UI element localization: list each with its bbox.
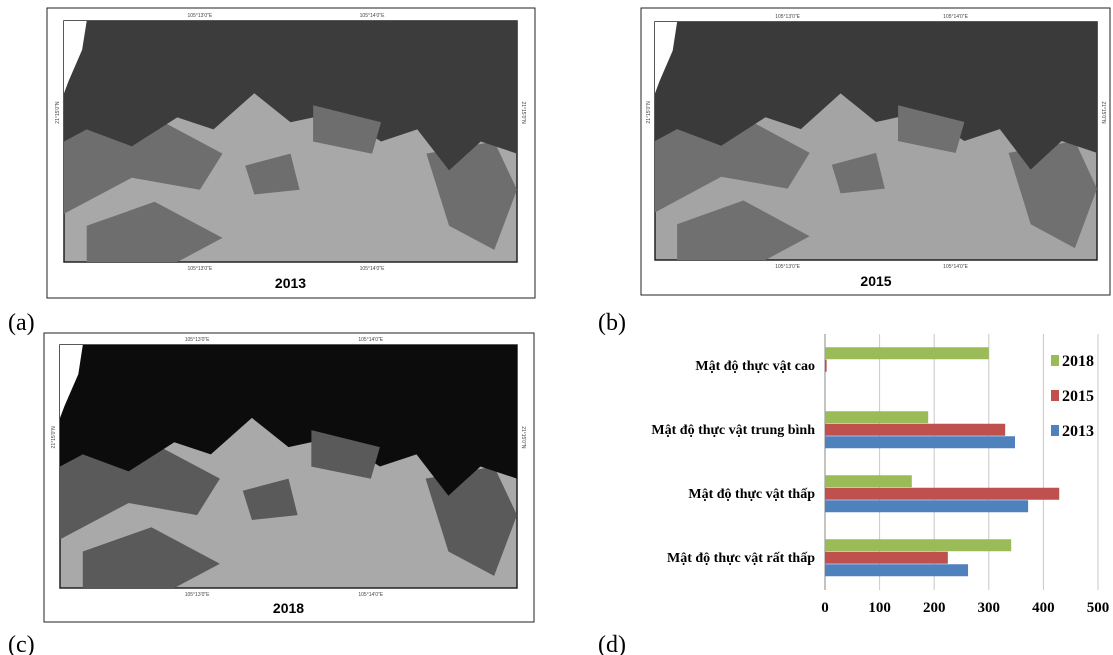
- legend-label: 2015: [1062, 388, 1094, 405]
- bar: [825, 424, 1005, 436]
- map-title: 2015: [860, 273, 891, 289]
- map-coord-label: 105°14'0"E: [943, 14, 968, 20]
- bar: [825, 552, 948, 564]
- panel-label: (c): [8, 632, 35, 655]
- x-tick-label: 200: [923, 600, 946, 616]
- map-coord-label: 21°15'0"N: [520, 101, 526, 124]
- y-tick-label: Mật độ thực vật rất thấp: [667, 551, 815, 566]
- bar: [825, 475, 912, 487]
- map-coord-label: 105°14'0"E: [360, 266, 385, 272]
- bar: [825, 360, 827, 372]
- bar: [825, 436, 1015, 448]
- x-tick-label: 500: [1087, 600, 1110, 616]
- legend-swatch: [1051, 425, 1059, 436]
- bar: [825, 539, 1011, 551]
- map-coord-label: 21°15'0"N: [646, 101, 652, 124]
- map-coord-label: 105°14'0"E: [360, 13, 385, 19]
- panel-label: (d): [598, 632, 626, 655]
- map-coord-label: 21°15'0"N: [520, 426, 526, 449]
- map-coord-label: 21°15'0"N: [1100, 101, 1106, 124]
- bar: [825, 500, 1028, 512]
- bar: [825, 411, 928, 423]
- map-coord-label: 21°15'0"N: [51, 426, 57, 449]
- bar: [825, 488, 1059, 500]
- map-coord-label: 21°15'0"N: [55, 101, 61, 124]
- x-tick-label: 100: [868, 600, 891, 616]
- map-coord-label: 105°14'0"E: [358, 592, 383, 598]
- map-coord-label: 105°13'0"E: [188, 13, 213, 19]
- map-coord-label: 105°13'0"E: [185, 337, 210, 343]
- map-coord-label: 105°13'0"E: [775, 264, 800, 270]
- map-title: 2013: [275, 275, 306, 291]
- map-coord-label: 105°13'0"E: [185, 592, 210, 598]
- y-tick-label: Mật độ thực vật cao: [695, 359, 815, 374]
- legend-swatch: [1051, 355, 1059, 366]
- map-title: 2018: [273, 600, 304, 616]
- legend-label: 2018: [1062, 353, 1094, 370]
- bar: [825, 347, 989, 359]
- x-tick-label: 300: [978, 600, 1001, 616]
- y-tick-label: Mật độ thực vật trung bình: [651, 423, 815, 438]
- map-coord-label: 105°14'0"E: [358, 337, 383, 343]
- legend-label: 2013: [1062, 423, 1094, 440]
- panel-label: (b): [598, 310, 626, 336]
- bar: [825, 564, 968, 576]
- legend-swatch: [1051, 390, 1059, 401]
- figure: (a) (b) (c) (d) 105°13'0"E 105°13'0"E 105°…: [0, 0, 1113, 655]
- map-coord-label: 105°13'0"E: [188, 266, 213, 272]
- y-tick-label: Mật độ thực vật thấp: [688, 487, 815, 502]
- map-coord-label: 105°14'0"E: [943, 264, 968, 270]
- x-tick-label: 0: [821, 600, 829, 616]
- panel-label: (a): [8, 310, 35, 336]
- map-coord-label: 105°13'0"E: [775, 14, 800, 20]
- x-tick-label: 400: [1032, 600, 1055, 616]
